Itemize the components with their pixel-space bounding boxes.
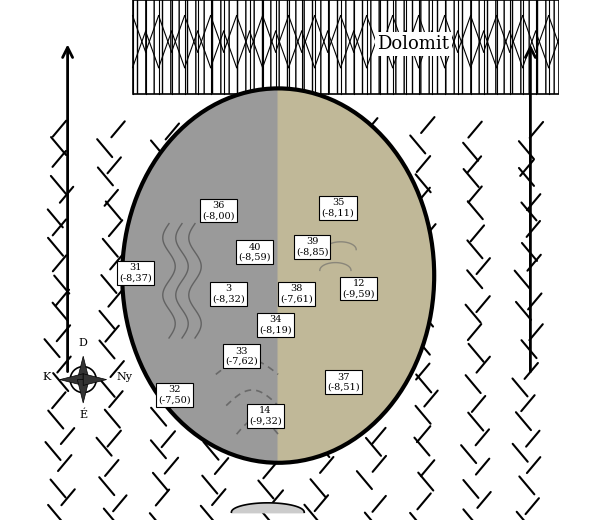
- Text: 33
(-7,62): 33 (-7,62): [225, 346, 258, 366]
- Circle shape: [70, 367, 96, 393]
- Text: É: É: [79, 410, 87, 420]
- Bar: [133, 0, 559, 94]
- Text: 34
(-8,19): 34 (-8,19): [260, 315, 292, 335]
- Text: 32
(-7,50): 32 (-7,50): [158, 385, 191, 405]
- Text: 14
(-9,32): 14 (-9,32): [249, 406, 282, 426]
- Text: 38
(-7,61): 38 (-7,61): [280, 284, 313, 304]
- Text: 39
(-8,85): 39 (-8,85): [296, 237, 328, 257]
- Text: 35
(-8,11): 35 (-8,11): [322, 198, 355, 218]
- Text: 40
(-8,59): 40 (-8,59): [239, 242, 271, 262]
- Text: Dolomit: Dolomit: [377, 35, 450, 53]
- Text: 12
(-9,59): 12 (-9,59): [343, 279, 375, 298]
- Text: D: D: [79, 338, 88, 348]
- Polygon shape: [77, 356, 89, 380]
- Text: 36
(-8,00): 36 (-8,00): [202, 201, 234, 220]
- Polygon shape: [122, 88, 278, 463]
- Polygon shape: [60, 374, 83, 385]
- Text: K: K: [42, 372, 50, 382]
- Text: 37
(-8,51): 37 (-8,51): [327, 372, 359, 392]
- Polygon shape: [83, 374, 106, 385]
- Polygon shape: [77, 380, 89, 403]
- Text: Ny: Ny: [116, 372, 132, 382]
- Text: 3
(-8,32): 3 (-8,32): [212, 284, 245, 304]
- Polygon shape: [278, 88, 434, 463]
- Text: 31
(-8,37): 31 (-8,37): [119, 263, 151, 283]
